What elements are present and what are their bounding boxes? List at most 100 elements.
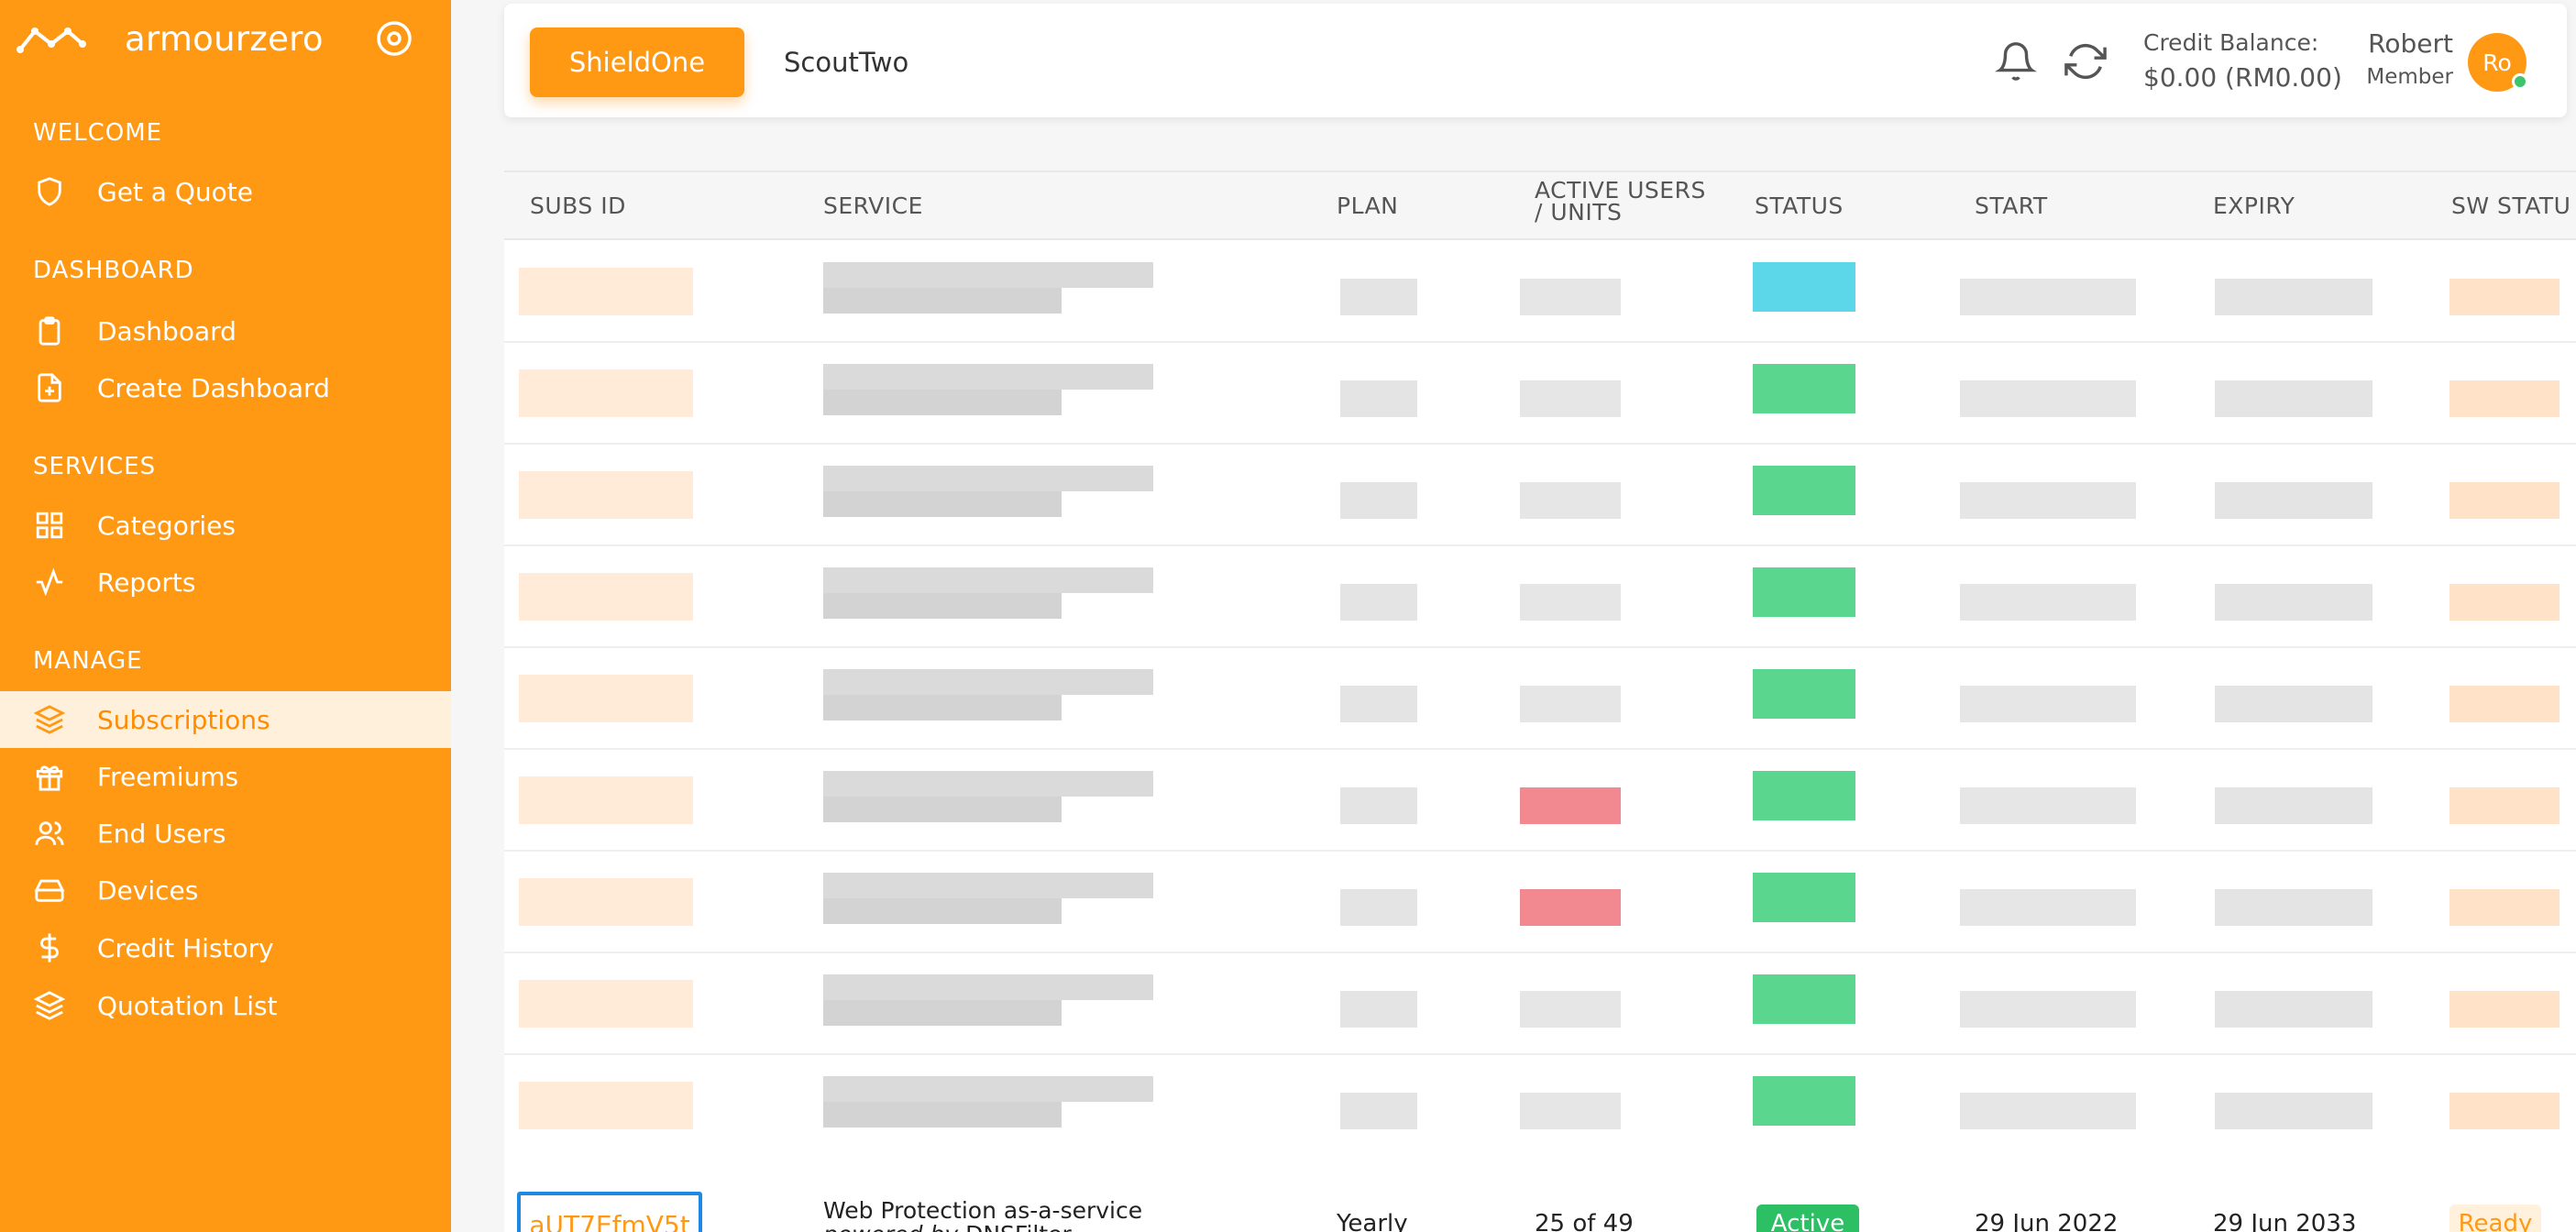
redacted-block [823,1102,1062,1128]
refresh-icon[interactable] [2064,40,2107,82]
redacted-block [823,669,1153,695]
redacted-block [519,980,693,1028]
redacted-block [1960,380,2136,417]
redacted-block [1340,482,1417,519]
table-row: aUT7EfmV5t Web Protection as-a-service p… [504,1131,2576,1232]
redacted-block [2215,686,2372,722]
target-icon[interactable] [372,16,416,60]
redacted-block [1520,787,1621,824]
redacted-block [823,797,1062,822]
sidebar-item-freemiums[interactable]: Freemiums [0,748,451,805]
layers-icon [33,703,66,736]
service-vendor: DNSFilter [965,1221,1072,1232]
status-badge: Active [1756,1204,1859,1232]
sidebar-item-label: Freemiums [97,761,239,792]
redacted-block [519,878,693,926]
redacted-block [823,262,1153,288]
redacted-block [823,567,1153,593]
redacted-block [1753,771,1855,820]
sidebar-item-label: Devices [97,874,199,906]
column-header: PLAN [1337,192,1399,219]
sidebar-item-label: End Users [97,818,226,849]
brand[interactable]: armourzero [17,13,438,64]
redacted-block [2449,991,2559,1028]
column-header: EXPIRY [2213,192,2295,219]
table-row-redacted [504,1056,2576,1157]
redacted-block [823,974,1153,1000]
redacted-block [1520,279,1621,315]
sidebar-item-end-users[interactable]: End Users [0,805,451,862]
redacted-block [519,1082,693,1129]
redacted-block [1753,567,1855,617]
redacted-block [1960,1093,2136,1129]
redacted-block [1960,889,2136,926]
redacted-block [1340,1093,1417,1129]
table-row-redacted [504,954,2576,1055]
redacted-block [823,1076,1153,1102]
user-role: Member [2366,65,2453,89]
redacted-block [823,466,1153,491]
sidebar-item-get-a-quote[interactable]: Get a Quote [0,163,451,220]
sidebar-item-quotation-list[interactable]: Quotation List [0,977,451,1034]
redacted-block [2215,991,2372,1028]
redacted-block [2449,1093,2559,1129]
top-bar: ShieldOne ScoutTwo Credit Balance: $0.00… [504,4,2567,117]
redacted-block [823,695,1062,720]
redacted-block [1340,686,1417,722]
sidebar-item-label: Categories [97,510,236,541]
grid-icon [33,509,66,542]
table-row-redacted [504,852,2576,953]
redacted-block [1960,279,2136,315]
service-vendor-line: powered by DNSFilter [823,1223,1142,1232]
redacted-block [519,675,693,722]
redacted-block [1960,787,2136,824]
redacted-block [1340,380,1417,417]
sidebar-item-label: Get a Quote [97,176,253,207]
sidebar-item-subscriptions[interactable]: Subscriptions [0,691,451,748]
tab-scouttwo[interactable]: ScoutTwo [784,47,909,78]
redacted-block [1753,466,1855,515]
redacted-block [1753,669,1855,719]
tab-shieldone[interactable]: ShieldOne [530,28,744,97]
user-info[interactable]: Robert Member [2361,26,2453,92]
redacted-block [519,369,693,417]
sidebar-item-devices[interactable]: Devices [0,862,451,918]
redacted-block [2215,1093,2372,1129]
redacted-block [1340,787,1417,824]
redacted-block [1960,991,2136,1028]
table-row-redacted [504,649,2576,750]
sidebar-item-dashboard[interactable]: Dashboard [0,302,451,359]
avatar[interactable]: Ro [2468,33,2528,92]
redacted-block [2215,787,2372,824]
redacted-block [1520,686,1621,722]
hard-drive-icon [33,874,66,907]
clipboard-icon [33,314,66,347]
avatar-initials: Ro [2482,49,2512,76]
redacted-block [2215,482,2372,519]
redacted-block [2449,889,2559,926]
sidebar-item-label: Credit History [97,932,274,963]
redacted-block [1340,279,1417,315]
section-title-dashboard: DASHBOARD [33,257,194,284]
sidebar-item-create-dashboard[interactable]: Create Dashboard [0,359,451,416]
redacted-block [2449,584,2559,621]
sidebar-item-categories[interactable]: Categories [0,497,451,554]
table-row-redacted [504,242,2576,343]
subscriptions-table: SUBS ID SERVICE PLAN ACTIVE USERS / UNIT… [504,170,2576,1232]
dollar-icon [33,931,66,964]
sidebar-item-reports[interactable]: Reports [0,554,451,610]
credit-label: Credit Balance: [2143,29,2319,56]
column-header: START [1975,192,2048,219]
subs-id-link[interactable]: aUT7EfmV5t [517,1192,702,1232]
brand-name: armourzero [125,18,324,59]
redacted-block [1340,889,1417,926]
redacted-block [2449,279,2559,315]
redacted-block [2449,380,2559,417]
redacted-block [1520,380,1621,417]
column-header: SUBS ID [530,192,626,219]
bell-icon[interactable] [1995,40,2037,82]
sidebar-item-credit-history[interactable]: Credit History [0,919,451,976]
column-header: SERVICE [823,192,923,219]
service-name: Web Protection as-a-service [823,1197,1143,1224]
users-icon [33,817,66,850]
